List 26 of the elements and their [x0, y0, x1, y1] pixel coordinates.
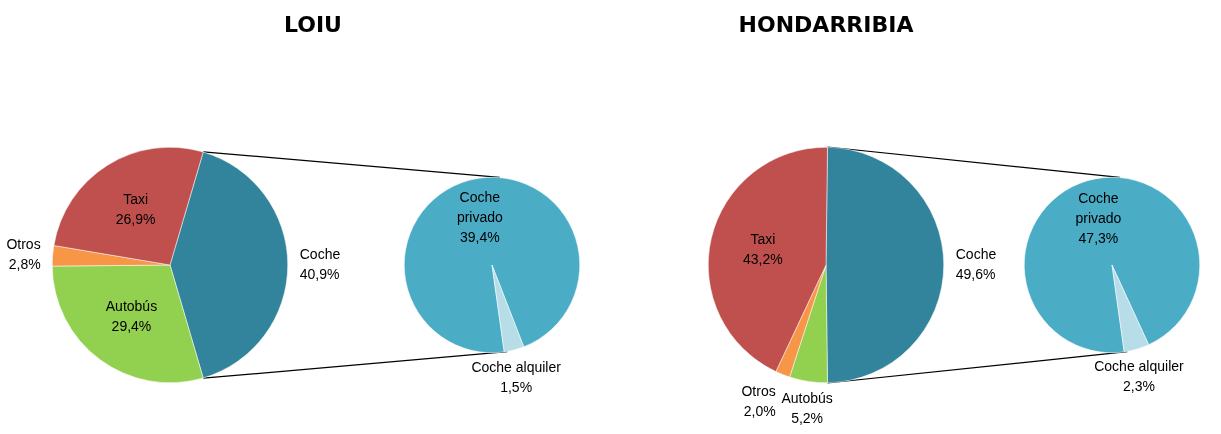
data-label: 29,4% [111, 317, 152, 334]
chart-title: LOIU [283, 12, 343, 37]
data-label: 49,6% [955, 265, 996, 282]
slice-label: Coche [299, 245, 341, 262]
slice-label: Coche alquiler [471, 358, 562, 375]
data-label: 26,9% [115, 210, 156, 227]
slice-label: Coche [955, 245, 997, 262]
data-label: 2,3% [1122, 377, 1155, 394]
data-label: 40,9% [299, 265, 340, 282]
data-label: 1,5% [500, 378, 533, 395]
slice-label: Coche alquiler [1094, 357, 1185, 374]
slice-label: Coche privado [1075, 189, 1122, 226]
data-label: 39,4% [459, 229, 500, 246]
chart-title: HONDARRIBIA [737, 12, 915, 37]
data-label: 5,2% [791, 410, 824, 427]
data-label: 47,3% [1078, 229, 1119, 246]
slice-label: Otros [741, 382, 776, 399]
slice-label: Autobús [105, 297, 158, 314]
slice-label: Autobús [781, 390, 833, 407]
data-label: 2,0% [743, 402, 776, 419]
slice-label: Otros [6, 235, 41, 252]
data-label: 2,8% [8, 255, 41, 272]
slice-label: Taxi [123, 190, 149, 207]
slice-label: Coche privado [456, 189, 503, 226]
slice-label: Taxi [750, 231, 776, 248]
data-label: 43,2% [743, 251, 783, 268]
